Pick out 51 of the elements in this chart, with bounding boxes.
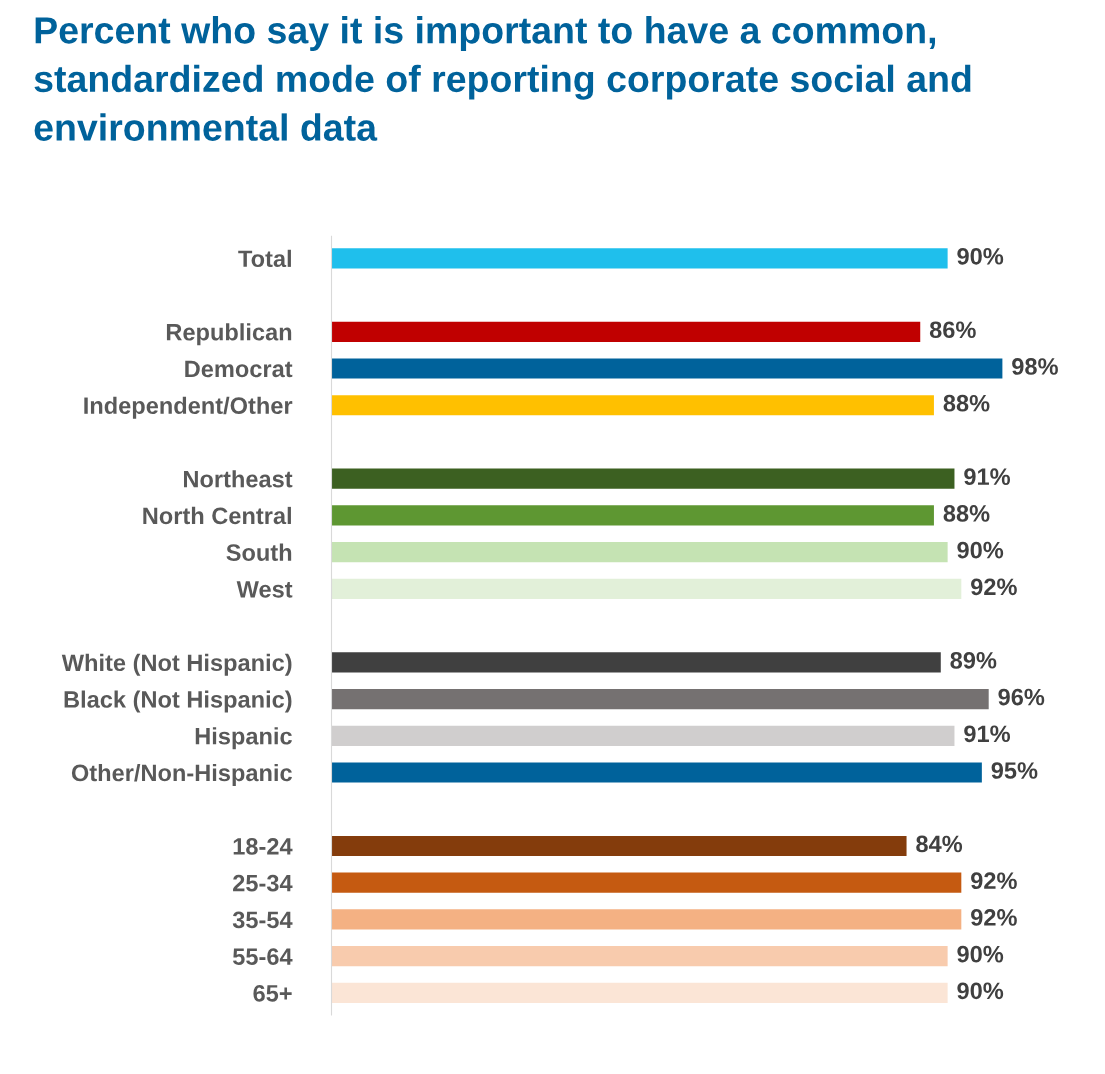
- data-label: 86%: [929, 321, 976, 339]
- data-label: 88%: [943, 394, 990, 412]
- data-label: 90%: [957, 982, 1004, 1000]
- chart-title: Percent who say it is important to have a common, standardized mode of reporting corporate social and environmental data: [34, 16, 971, 141]
- bar: [331, 909, 962, 930]
- data-label: 90%: [957, 541, 1004, 559]
- bar: [331, 578, 962, 599]
- data-label: 92%: [971, 909, 1017, 926]
- data-label: 90%: [957, 945, 1004, 963]
- y-tick-label: 18-24: [233, 838, 293, 855]
- y-tick-label: Republican: [166, 323, 292, 346]
- bar: [331, 835, 907, 857]
- y-tick-label: Independent/Other: [84, 396, 293, 419]
- data-label: 90%: [957, 247, 1004, 265]
- y-tick-label: Northeast: [183, 470, 293, 488]
- bar: [331, 652, 941, 673]
- y-tick-label: Hispanic: [195, 727, 292, 750]
- data-label: 96%: [998, 688, 1045, 706]
- data-label: 88%: [943, 505, 990, 522]
- y-tick-label: 35-54: [232, 911, 293, 929]
- bar: [331, 358, 1003, 379]
- data-label: 89%: [950, 651, 997, 669]
- data-label: 98%: [1012, 358, 1058, 375]
- y-tick-label: North Central: [143, 506, 291, 525]
- data-label: 91%: [964, 725, 1011, 743]
- data-label: 91%: [964, 468, 1011, 486]
- bar: [331, 762, 982, 783]
- y-tick-label: South: [226, 543, 292, 561]
- y-tick-label: Other/Non-Hispanic: [71, 763, 292, 786]
- data-label: 95%: [991, 762, 1038, 779]
- bar: [331, 982, 948, 1003]
- bar: [331, 505, 934, 526]
- y-tick-label: Black (Not Hispanic): [64, 690, 292, 713]
- y-tick-label: White (Not Hispanic): [61, 653, 292, 676]
- y-tick-label: Total: [238, 249, 291, 268]
- bar: [331, 321, 921, 342]
- data-label: 84%: [916, 835, 963, 853]
- bar: [331, 946, 948, 967]
- data-label: 92%: [971, 872, 1017, 890]
- bar: [331, 248, 948, 269]
- bar: [331, 468, 955, 489]
- y-tick-label: Democrat: [185, 360, 293, 378]
- data-label: 92%: [971, 578, 1017, 596]
- bar: [331, 395, 934, 416]
- y-tick-label: 55-64: [232, 948, 293, 965]
- y-tick-label: 25-34: [233, 874, 293, 892]
- bar: [331, 542, 948, 563]
- y-tick-label: 65+: [253, 984, 292, 1002]
- bar: [331, 688, 989, 710]
- y-tick-label: West: [236, 581, 293, 598]
- bar: [331, 872, 962, 893]
